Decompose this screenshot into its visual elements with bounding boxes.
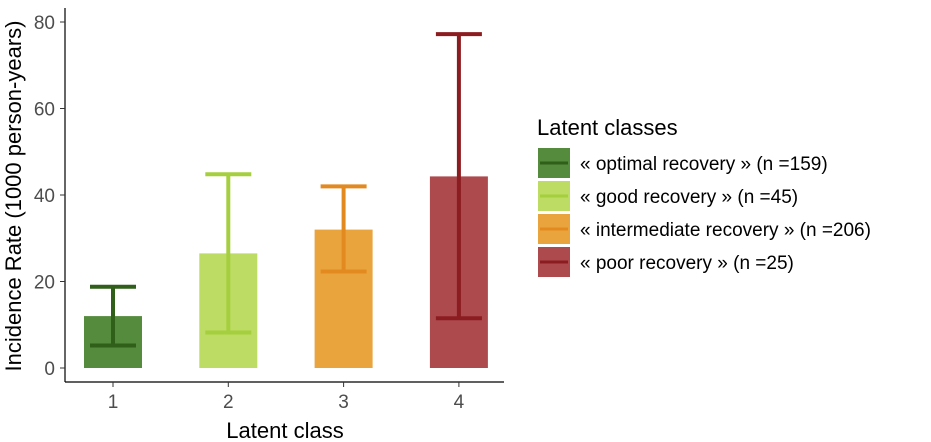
legend-items: « optimal recovery » (n =159) « good reco… (538, 148, 871, 277)
x-tick-label-4: 4 (454, 392, 465, 413)
y-axis-title: Incidence Rate (1000 person-years) (1, 21, 26, 372)
legend-label-3: « intermediate recovery » (n =206) (580, 220, 871, 241)
y-tick-label-20: 20 (34, 273, 55, 294)
y-tick-label-80: 80 (34, 13, 55, 34)
legend-title: Latent classes (537, 115, 678, 140)
legend-label-1: « optimal recovery » (n =159) (580, 154, 828, 175)
x-tick-label-2: 2 (223, 392, 234, 413)
bars-group (84, 176, 488, 368)
y-tick-label-0: 0 (44, 359, 55, 380)
x-tick-label-3: 3 (338, 392, 349, 413)
legend-label-4: « poor recovery » (n =25) (580, 253, 794, 274)
x-axis-title: Latent class (226, 418, 343, 442)
error-bars-group (90, 32, 482, 348)
legend-label-2: « good recovery » (n =45) (580, 187, 798, 208)
y-tick-label-60: 60 (34, 100, 55, 121)
x-tick-label-1: 1 (108, 392, 119, 413)
y-tick-label-40: 40 (34, 186, 55, 207)
x-ticks-group: 1 2 3 4 (108, 382, 465, 413)
y-ticks-group: 0 20 40 60 80 (34, 13, 65, 380)
legend: Latent classes « optimal recovery » (n =… (537, 115, 871, 277)
